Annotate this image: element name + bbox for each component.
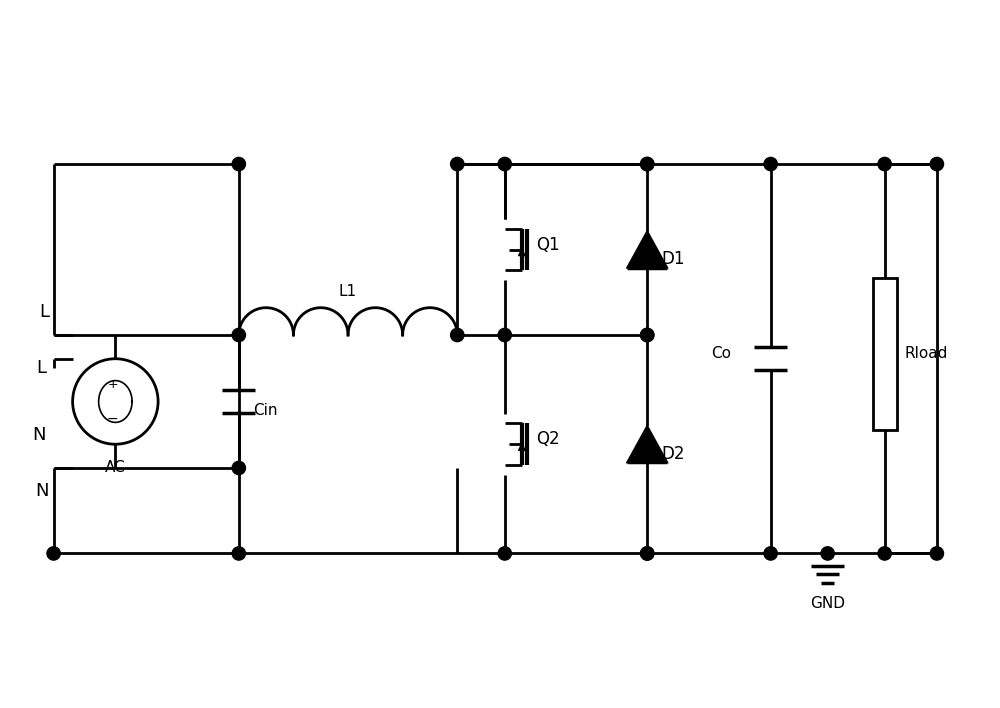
Text: L1: L1 <box>339 284 357 299</box>
Polygon shape <box>627 426 667 462</box>
Circle shape <box>451 157 464 171</box>
Text: N: N <box>35 482 49 501</box>
Circle shape <box>641 547 654 560</box>
Text: Co: Co <box>711 346 731 362</box>
Text: −: − <box>107 411 118 426</box>
Circle shape <box>232 462 245 474</box>
Text: +: + <box>107 378 118 391</box>
Circle shape <box>641 157 654 171</box>
Circle shape <box>878 547 891 560</box>
Circle shape <box>641 329 654 342</box>
Text: Cin: Cin <box>253 404 278 418</box>
Circle shape <box>498 329 511 342</box>
Circle shape <box>232 329 245 342</box>
Circle shape <box>641 157 654 171</box>
Circle shape <box>764 157 777 171</box>
Circle shape <box>930 157 944 171</box>
Circle shape <box>878 157 891 171</box>
Text: AC: AC <box>105 460 126 475</box>
FancyBboxPatch shape <box>873 278 897 430</box>
Text: N: N <box>33 426 46 444</box>
Text: L: L <box>36 359 46 377</box>
Circle shape <box>498 547 511 560</box>
Circle shape <box>641 547 654 560</box>
Text: Rload: Rload <box>904 346 947 362</box>
Text: D1: D1 <box>661 250 685 268</box>
Circle shape <box>498 157 511 171</box>
Text: GND: GND <box>810 596 845 611</box>
Circle shape <box>821 547 834 560</box>
Text: Q2: Q2 <box>536 430 560 448</box>
Text: D2: D2 <box>661 445 685 463</box>
Circle shape <box>641 329 654 342</box>
Circle shape <box>764 547 777 560</box>
Circle shape <box>451 329 464 342</box>
Circle shape <box>930 547 944 560</box>
Circle shape <box>232 547 245 560</box>
Text: Q1: Q1 <box>536 236 560 253</box>
Text: L: L <box>39 303 49 321</box>
Polygon shape <box>627 232 667 268</box>
Circle shape <box>232 157 245 171</box>
Circle shape <box>47 547 60 560</box>
